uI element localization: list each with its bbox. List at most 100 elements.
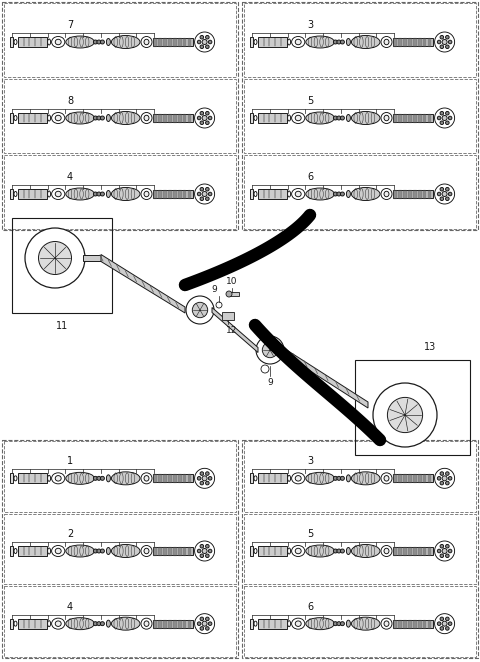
Circle shape	[440, 554, 444, 557]
Circle shape	[200, 481, 204, 485]
Circle shape	[445, 187, 449, 191]
Circle shape	[205, 121, 209, 124]
Ellipse shape	[292, 473, 305, 484]
Circle shape	[208, 622, 212, 626]
Polygon shape	[212, 308, 258, 352]
Bar	[250, 113, 253, 123]
Circle shape	[442, 115, 447, 120]
Circle shape	[202, 621, 207, 626]
Circle shape	[334, 192, 337, 196]
Bar	[355, 360, 470, 455]
Circle shape	[97, 477, 101, 481]
Polygon shape	[173, 475, 176, 483]
Ellipse shape	[381, 113, 392, 124]
Ellipse shape	[52, 36, 65, 48]
Ellipse shape	[14, 115, 17, 120]
Circle shape	[200, 36, 204, 39]
Ellipse shape	[381, 36, 392, 48]
Polygon shape	[173, 190, 176, 198]
Circle shape	[94, 116, 97, 120]
Ellipse shape	[52, 113, 65, 124]
Circle shape	[205, 481, 209, 485]
Circle shape	[334, 622, 337, 626]
Circle shape	[387, 397, 422, 432]
Polygon shape	[418, 620, 420, 628]
Ellipse shape	[347, 115, 350, 122]
Circle shape	[337, 622, 341, 626]
Ellipse shape	[295, 475, 301, 481]
Circle shape	[205, 554, 209, 557]
Circle shape	[440, 197, 444, 201]
Polygon shape	[428, 547, 431, 555]
Ellipse shape	[107, 38, 110, 46]
Circle shape	[202, 549, 207, 553]
Circle shape	[437, 549, 441, 553]
Circle shape	[197, 192, 201, 196]
Polygon shape	[178, 475, 180, 483]
Polygon shape	[403, 547, 406, 555]
Circle shape	[216, 302, 222, 308]
Circle shape	[197, 117, 201, 120]
Circle shape	[186, 296, 214, 324]
Polygon shape	[183, 547, 185, 555]
Bar	[250, 473, 253, 483]
Circle shape	[202, 191, 207, 197]
Polygon shape	[408, 190, 410, 198]
Circle shape	[200, 121, 204, 124]
Circle shape	[337, 192, 341, 196]
Ellipse shape	[52, 618, 65, 629]
Ellipse shape	[288, 548, 290, 554]
Circle shape	[440, 36, 444, 39]
Circle shape	[340, 192, 345, 196]
Ellipse shape	[384, 191, 389, 197]
Circle shape	[262, 342, 278, 357]
Circle shape	[197, 622, 201, 626]
Circle shape	[445, 544, 449, 548]
Polygon shape	[398, 475, 401, 483]
Ellipse shape	[107, 547, 110, 555]
Bar	[250, 619, 253, 629]
Ellipse shape	[144, 475, 149, 481]
Text: 11: 11	[56, 321, 68, 331]
Bar	[393, 620, 432, 628]
Bar	[18, 37, 47, 47]
Circle shape	[440, 45, 444, 48]
Circle shape	[200, 45, 204, 48]
Circle shape	[334, 40, 337, 44]
Circle shape	[205, 187, 209, 191]
Polygon shape	[153, 620, 156, 628]
Polygon shape	[423, 547, 425, 555]
Circle shape	[38, 242, 72, 275]
Ellipse shape	[48, 621, 50, 627]
Circle shape	[200, 544, 204, 548]
Circle shape	[440, 121, 444, 124]
Text: 3: 3	[307, 456, 313, 466]
Polygon shape	[158, 38, 161, 46]
Bar	[83, 255, 101, 261]
Ellipse shape	[384, 115, 389, 120]
Circle shape	[442, 549, 447, 553]
Polygon shape	[168, 190, 170, 198]
Polygon shape	[188, 475, 191, 483]
Ellipse shape	[347, 547, 350, 555]
Circle shape	[94, 40, 97, 44]
Ellipse shape	[288, 621, 290, 627]
Polygon shape	[178, 620, 180, 628]
Ellipse shape	[111, 617, 140, 630]
Ellipse shape	[66, 112, 95, 124]
Circle shape	[192, 303, 208, 318]
Ellipse shape	[351, 472, 380, 485]
Ellipse shape	[384, 621, 389, 626]
Circle shape	[200, 111, 204, 115]
Polygon shape	[178, 190, 180, 198]
Ellipse shape	[254, 621, 257, 626]
Ellipse shape	[14, 549, 17, 553]
Circle shape	[205, 544, 209, 548]
Bar	[10, 37, 13, 47]
Circle shape	[448, 549, 452, 553]
Polygon shape	[428, 38, 431, 46]
Polygon shape	[183, 620, 185, 628]
Polygon shape	[408, 475, 410, 483]
Polygon shape	[423, 475, 425, 483]
Bar	[393, 547, 432, 555]
